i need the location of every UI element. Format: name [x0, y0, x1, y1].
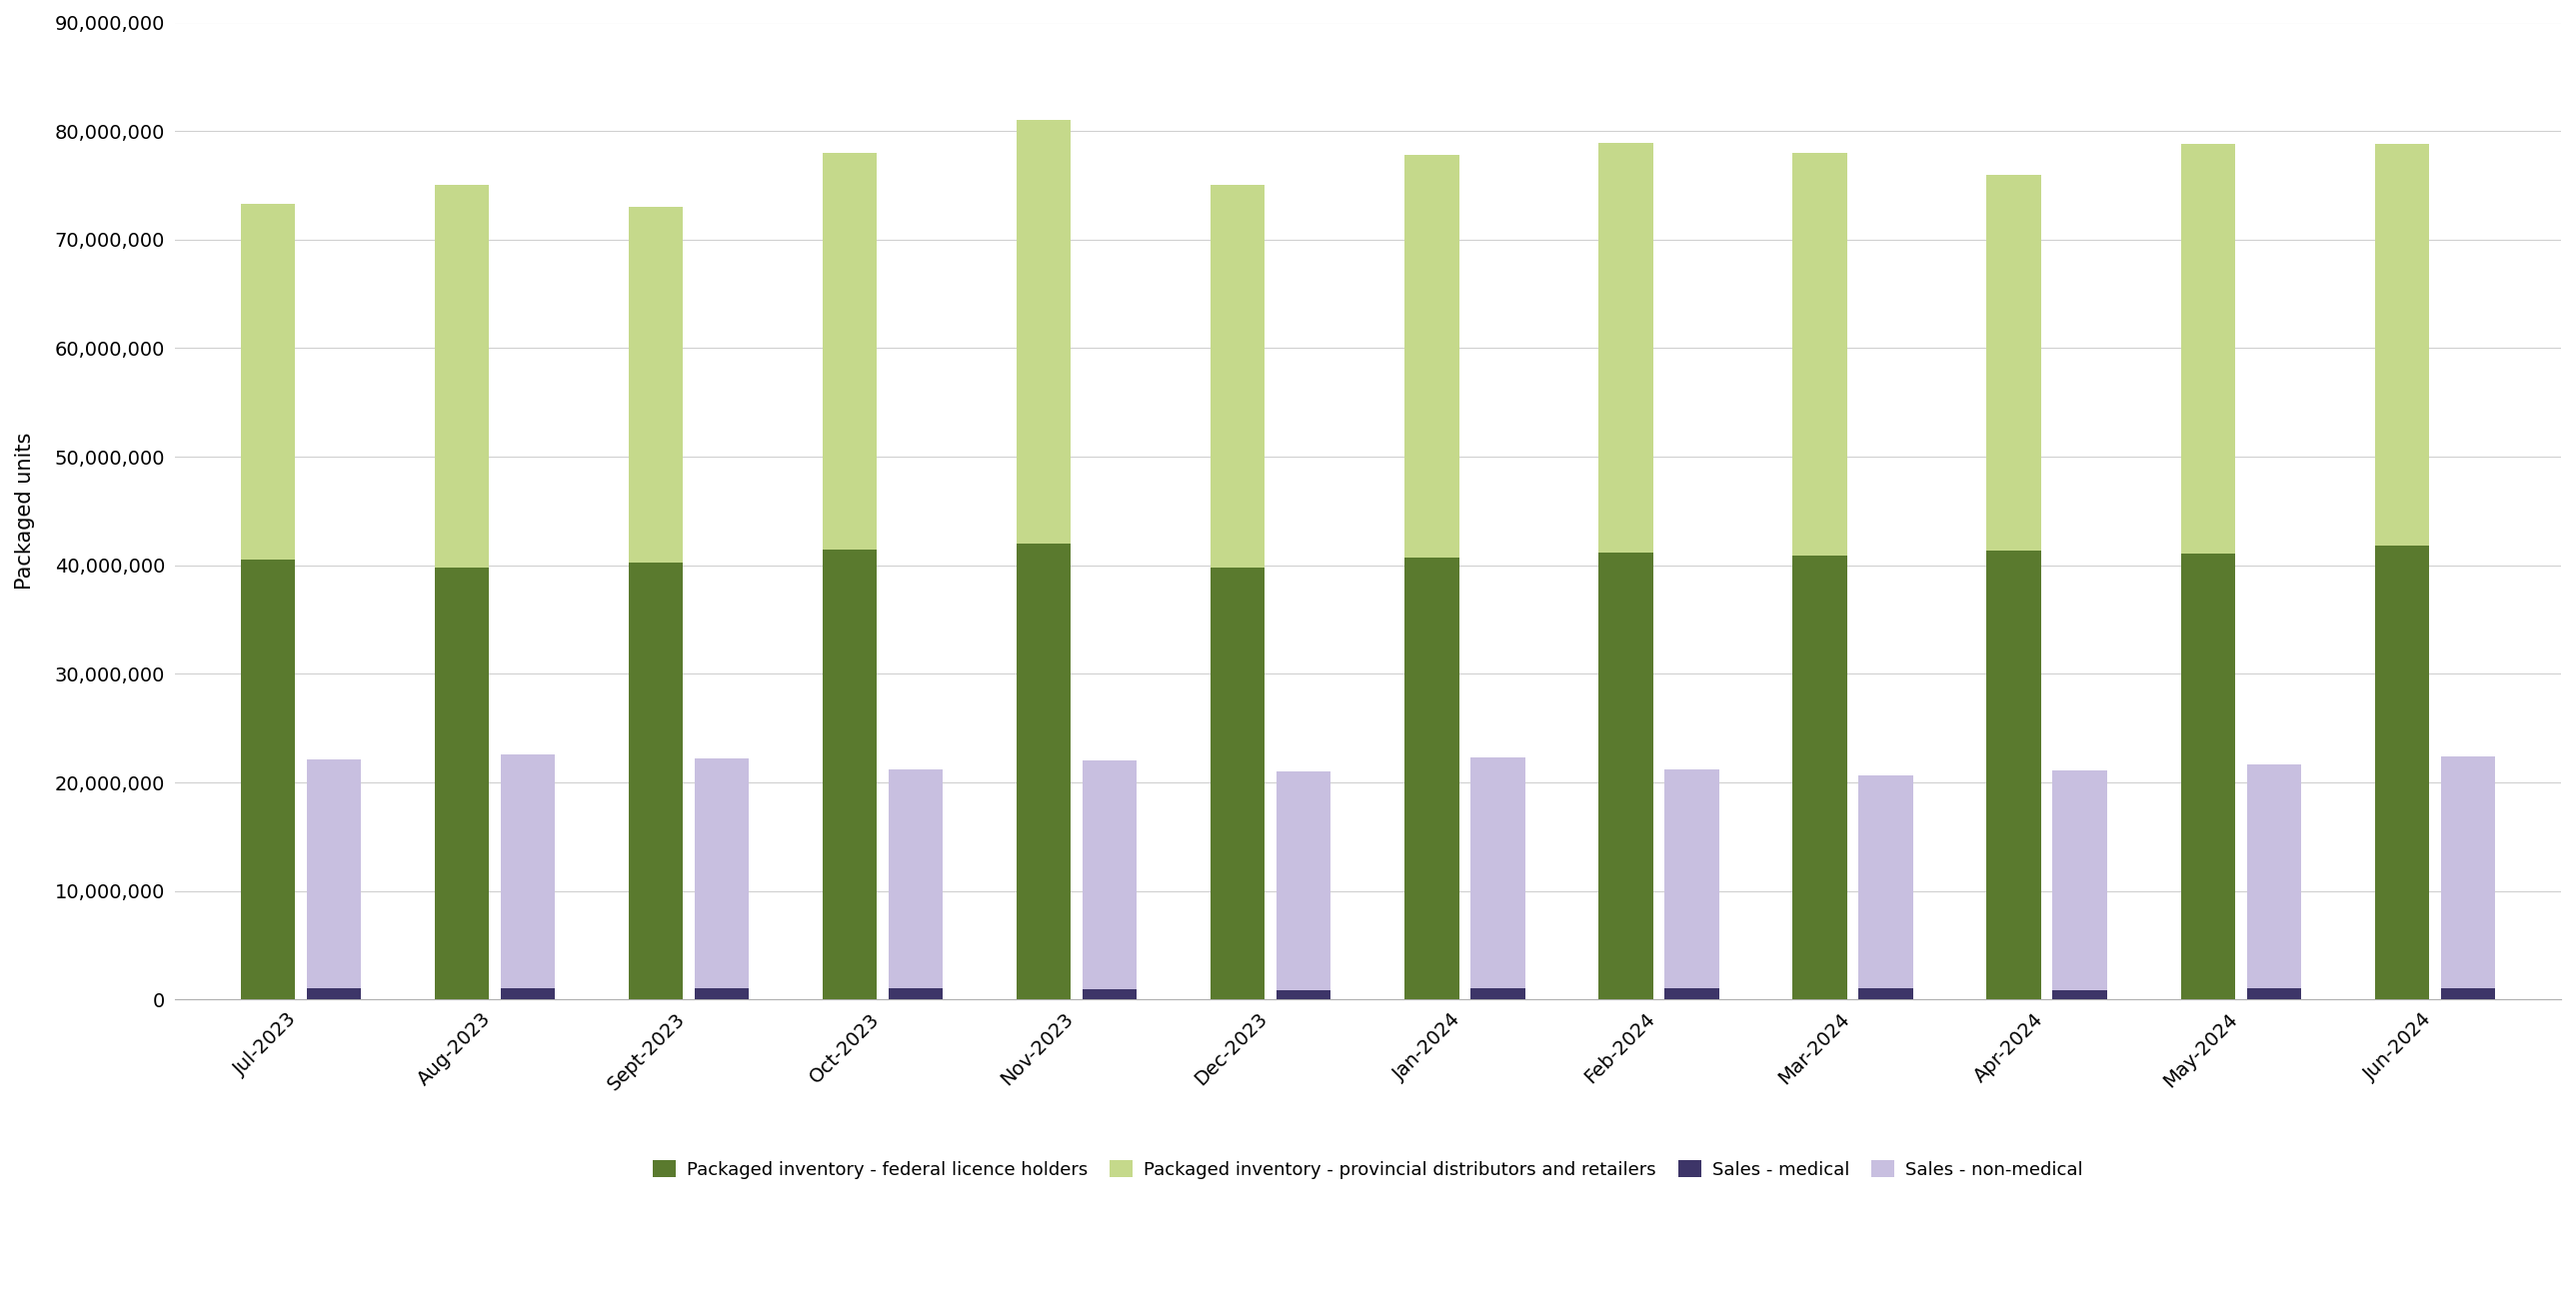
- Bar: [1860, 775, 1914, 988]
- Bar: [889, 769, 943, 989]
- Bar: [307, 759, 361, 988]
- Bar: [2375, 546, 2429, 999]
- Bar: [1211, 185, 1265, 568]
- Bar: [1600, 552, 1654, 999]
- Bar: [500, 988, 554, 999]
- Bar: [435, 185, 489, 568]
- Bar: [1018, 121, 1072, 544]
- Bar: [1471, 757, 1525, 989]
- Bar: [1278, 771, 1332, 990]
- Bar: [1860, 988, 1914, 999]
- Bar: [1404, 156, 1458, 557]
- Bar: [629, 207, 683, 562]
- Bar: [1018, 544, 1072, 999]
- Bar: [2439, 757, 2496, 988]
- Bar: [2246, 988, 2300, 999]
- Y-axis label: Packaged units: Packaged units: [15, 433, 36, 590]
- Bar: [500, 754, 554, 988]
- Bar: [822, 550, 876, 999]
- Bar: [2375, 144, 2429, 546]
- Bar: [1404, 557, 1458, 999]
- Bar: [1471, 989, 1525, 999]
- Bar: [822, 153, 876, 550]
- Bar: [2182, 144, 2236, 553]
- Bar: [1278, 990, 1332, 999]
- Bar: [435, 568, 489, 999]
- Bar: [1082, 989, 1136, 999]
- Bar: [696, 989, 750, 999]
- Bar: [1793, 556, 1847, 999]
- Bar: [1793, 153, 1847, 556]
- Bar: [307, 988, 361, 999]
- Bar: [240, 560, 294, 999]
- Bar: [1986, 551, 2040, 999]
- Bar: [2246, 765, 2300, 988]
- Bar: [240, 203, 294, 560]
- Bar: [2439, 988, 2496, 999]
- Bar: [2053, 990, 2107, 999]
- Bar: [1211, 568, 1265, 999]
- Bar: [1664, 770, 1718, 988]
- Bar: [889, 989, 943, 999]
- Bar: [2182, 553, 2236, 999]
- Bar: [1082, 761, 1136, 989]
- Bar: [1986, 175, 2040, 551]
- Bar: [1664, 988, 1718, 999]
- Bar: [696, 758, 750, 989]
- Bar: [1600, 143, 1654, 552]
- Legend: Packaged inventory - federal licence holders, Packaged inventory - provincial di: Packaged inventory - federal licence hol…: [647, 1153, 2089, 1186]
- Bar: [2053, 771, 2107, 990]
- Bar: [629, 562, 683, 999]
